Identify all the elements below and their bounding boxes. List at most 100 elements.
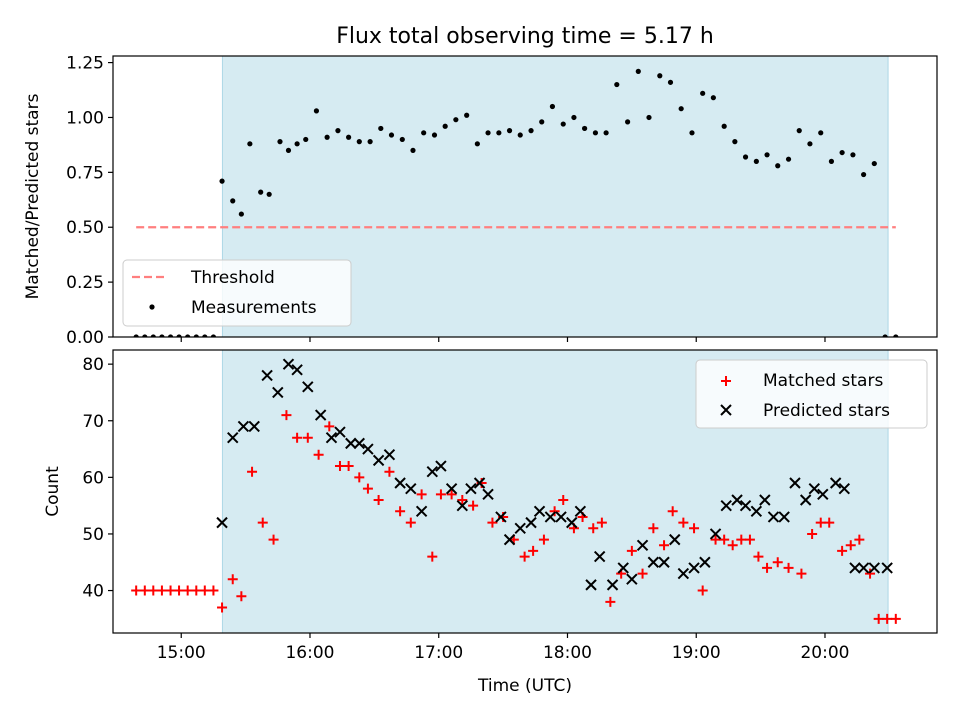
measurement-point xyxy=(346,134,352,140)
predicted-stars-point xyxy=(881,562,893,574)
predicted-stars-point xyxy=(767,511,780,523)
predicted-stars-point xyxy=(465,482,477,495)
predicted-stars-point xyxy=(473,477,486,489)
matched-stars-point xyxy=(362,483,373,494)
measurement-point xyxy=(506,128,513,134)
measurement-point xyxy=(742,154,749,160)
measurement-point xyxy=(193,334,199,337)
measurement-point xyxy=(882,334,888,337)
legend-matched-swatch xyxy=(721,376,731,386)
matched-stars-point xyxy=(719,534,730,545)
predicted-stars-point xyxy=(272,386,284,399)
predicted-stars-point xyxy=(533,505,546,518)
predicted-stars-point xyxy=(709,528,722,540)
measurement-point xyxy=(442,123,448,129)
matched-stars-point xyxy=(334,461,345,472)
measurement-point xyxy=(721,123,727,129)
predicted-stars-point xyxy=(415,505,428,518)
matched-stars-point xyxy=(796,568,807,579)
y-tick-label: 1.00 xyxy=(66,108,104,128)
matched-stars-point xyxy=(354,472,365,483)
predicted-stars-point xyxy=(353,437,366,450)
matched-stars-point xyxy=(208,585,219,596)
top-panel: 0.00 0.25 0.50 0.75 1.00 1.25 Matched/Predicte… xyxy=(23,54,938,348)
predicted-stars-point xyxy=(334,426,346,438)
matched-stars-point xyxy=(845,540,856,551)
y-tick-label: 60 xyxy=(82,468,104,488)
matched-stars-point xyxy=(148,585,159,596)
measurement-point xyxy=(796,128,802,134)
measurement-point xyxy=(775,163,781,169)
matched-stars-point xyxy=(182,585,193,596)
legend-matched-label: Matched stars xyxy=(763,371,883,391)
predicted-stars-point xyxy=(544,511,557,523)
y-tick-label: 0.00 xyxy=(66,328,104,348)
matched-stars-point xyxy=(384,466,395,477)
matched-stars-point xyxy=(395,506,406,517)
measurement-point xyxy=(303,136,309,143)
y-tick-label: 0.25 xyxy=(66,273,104,293)
measurement-point xyxy=(753,158,759,164)
matched-stars-point xyxy=(247,466,258,477)
matched-stars-point xyxy=(281,410,292,421)
measurement-point xyxy=(356,139,362,145)
matched-stars-point xyxy=(753,551,764,562)
measurement-point xyxy=(700,90,706,96)
matched-stars-point xyxy=(191,585,202,596)
matched-stars-point xyxy=(227,574,238,585)
predicted-stars-point xyxy=(759,494,771,506)
legend-box xyxy=(695,359,928,429)
matched-stars-point xyxy=(324,421,335,432)
predicted-stars-point xyxy=(495,511,507,523)
measurement-point xyxy=(850,152,856,158)
bottom-plot-area xyxy=(131,358,901,624)
matched-stars-point xyxy=(446,489,457,500)
matched-stars-point xyxy=(744,534,755,545)
measurement-point xyxy=(399,136,405,143)
legend-box xyxy=(122,259,352,327)
measurement-point xyxy=(378,125,384,132)
predicted-stars-point xyxy=(750,505,763,518)
predicted-stars-point xyxy=(593,550,606,563)
bottom-panel: 40 50 60 70 80 15:00 16:00 17:00 18:00 19:00 20:00… xyxy=(43,349,938,663)
series-matched-stars xyxy=(131,410,901,624)
predicted-stars-point xyxy=(868,562,881,574)
measurement-point xyxy=(247,141,253,147)
predicted-stars-point xyxy=(435,460,447,472)
measurement-point xyxy=(785,156,792,162)
matched-stars-point xyxy=(528,545,539,556)
y-tick-label: 0.75 xyxy=(66,163,104,183)
predicted-stars-point xyxy=(237,420,250,433)
matched-stars-point xyxy=(772,557,783,568)
predicted-stars-point xyxy=(314,409,327,421)
measurement-point xyxy=(167,334,174,337)
matched-stars-point xyxy=(605,596,616,607)
measurement-point xyxy=(549,103,556,110)
measurement-point xyxy=(625,119,631,125)
predicted-stars-point xyxy=(739,499,752,512)
matched-stars-point xyxy=(648,523,659,534)
predicted-stars-point xyxy=(302,381,314,393)
predicted-stars-point xyxy=(626,573,638,585)
measurement-point xyxy=(603,130,609,136)
matched-stars-point xyxy=(667,506,678,517)
x-tick-label: 20:00 xyxy=(800,643,849,663)
measurement-point xyxy=(732,139,738,145)
measurement-point xyxy=(238,211,244,217)
measurement-point xyxy=(464,112,470,118)
matched-stars-point xyxy=(519,551,530,562)
y-tick-label: 1.25 xyxy=(66,54,104,74)
matched-stars-point xyxy=(343,461,354,472)
y-tick-label: 80 xyxy=(82,355,104,375)
matched-stars-point xyxy=(824,517,835,528)
matched-stars-point xyxy=(174,585,185,596)
matched-stars-point xyxy=(416,489,427,500)
measurement-point xyxy=(689,130,695,136)
measurement-point xyxy=(210,334,217,337)
measurement-point xyxy=(266,191,272,197)
y-tick-label: 70 xyxy=(82,412,104,432)
measurement-point xyxy=(646,114,652,121)
measurement-point xyxy=(388,132,395,138)
measurement-point xyxy=(560,121,566,127)
